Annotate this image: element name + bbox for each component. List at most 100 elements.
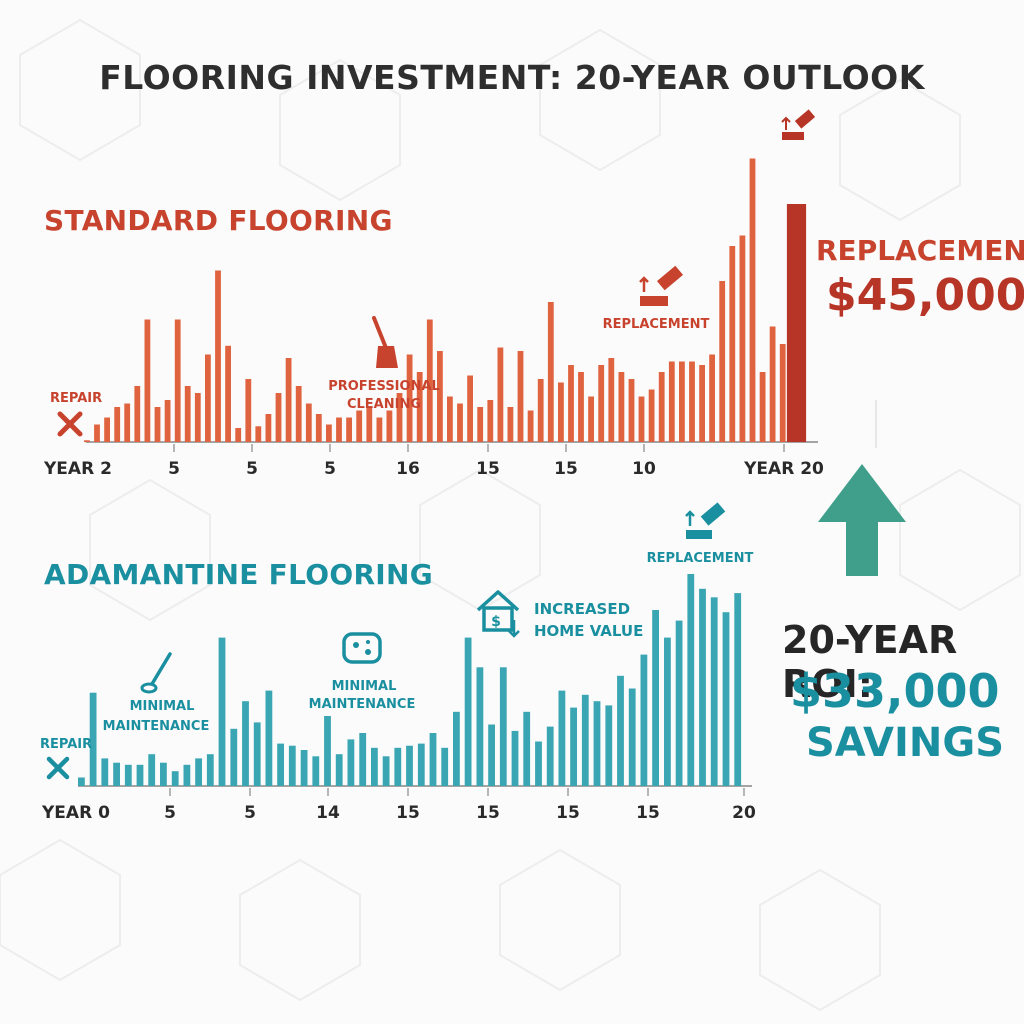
adamantine-flooring-title: ADAMANTINE FLOORING <box>44 558 434 591</box>
standard-bar-8 <box>164 400 171 442</box>
standard-bar-50 <box>588 396 594 442</box>
wrench-screwdriver-icon-adamantine <box>46 756 70 780</box>
standard-bar-53 <box>618 372 625 442</box>
standard-tick-label-3: 5 <box>324 459 336 479</box>
adamantine-annotation-minimal-1-line1: MINIMAL <box>130 699 195 714</box>
standard-bar-41 <box>497 347 504 442</box>
standard-bar-13 <box>215 270 221 442</box>
standard-bar-11 <box>194 393 201 442</box>
standard-bar-22 <box>305 403 312 442</box>
sponge-icon <box>342 632 382 664</box>
adamantine-bar-16 <box>265 690 273 786</box>
adamantine-annotation-home-value-line1: INCREASED <box>534 600 630 618</box>
adamantine-bar-24 <box>359 733 367 786</box>
roi-savings-label: SAVINGS <box>806 720 1005 766</box>
standard-bar-3 <box>114 407 121 442</box>
standard-annotation-cleaning-line1: PROFESSIONAL <box>328 379 440 394</box>
adamantine-bar-9 <box>183 764 191 786</box>
standard-bar-5 <box>134 386 141 442</box>
standard-tick-label-8: YEAR 20 <box>743 459 824 479</box>
wrench-screwdriver-icon <box>57 411 83 437</box>
roi-label: 20-YEAR ROI: <box>782 618 958 706</box>
standard-bar-49 <box>578 372 584 442</box>
standard-bar-36 <box>447 396 453 442</box>
adamantine-bar-12 <box>218 637 226 786</box>
adamantine-annotation-minimal-2-line1: MINIMAL <box>332 679 397 694</box>
adamantine-bar-46 <box>617 675 624 786</box>
adamantine-bar-49 <box>652 610 659 786</box>
standard-bar-29 <box>376 417 383 442</box>
adamantine-bar-30 <box>429 733 437 786</box>
adamantine-annotation-minimal-1-line2: MAINTENANCE <box>103 719 210 734</box>
standard-bar-60 <box>689 361 695 442</box>
adamantine-bar-45 <box>605 705 613 786</box>
standard-bar-24 <box>326 424 332 442</box>
adamantine-bar-33 <box>464 637 472 786</box>
adamantine-bar-53 <box>699 588 706 786</box>
adamantine-bar-22 <box>335 754 343 786</box>
adamantine-bar-39 <box>535 741 542 786</box>
standard-annotation-cleaning-line2: CLEANING <box>347 397 421 412</box>
standard-bar-68 <box>769 326 776 442</box>
standard-bar-70 <box>786 204 807 442</box>
adamantine-bar-43 <box>581 694 589 786</box>
standard-bar-28 <box>366 407 373 442</box>
standard-bar-4 <box>124 403 131 442</box>
standard-bar-57 <box>658 372 665 442</box>
adamantine-bar-44 <box>593 701 601 786</box>
adamantine-bar-11 <box>206 754 214 786</box>
adamantine-bar-26 <box>382 756 390 786</box>
standard-bar-32 <box>406 354 413 442</box>
adamantine-tick-label-3: 14 <box>316 803 340 823</box>
standard-bar-44 <box>527 410 534 442</box>
standard-bar-63 <box>719 281 726 442</box>
adamantine-bar-35 <box>488 724 495 786</box>
adamantine-bar-10 <box>195 758 202 786</box>
standard-bar-0 <box>84 440 90 443</box>
adamantine-bar-42 <box>570 707 577 786</box>
adamantine-bar-0 <box>78 777 85 786</box>
adamantine-bar-14 <box>242 701 249 786</box>
standard-bar-34 <box>426 319 433 442</box>
standard-bar-62 <box>709 354 715 442</box>
adamantine-annotation-replacement: REPLACEMENT <box>647 551 754 566</box>
adamantine-bar-19 <box>300 750 308 786</box>
adamantine-bar-55 <box>722 612 730 786</box>
tile-replacement-icon-top <box>781 109 816 140</box>
adamantine-bar-52 <box>687 574 695 786</box>
adamantine-bar-38 <box>523 711 531 786</box>
standard-bar-9 <box>174 319 181 442</box>
standard-bar-17 <box>255 426 262 443</box>
standard-bar-40 <box>487 400 494 442</box>
adamantine-bar-2 <box>101 758 109 786</box>
adamantine-bar-54 <box>710 597 718 786</box>
standard-bar-31 <box>396 393 403 442</box>
adamantine-bar-3 <box>113 762 120 786</box>
standard-bar-38 <box>467 375 473 442</box>
standard-bar-16 <box>245 379 252 442</box>
standard-bar-54 <box>628 379 635 442</box>
standard-bar-1 <box>94 424 100 442</box>
standard-annotation-replacement: REPLACEMENT <box>603 317 710 332</box>
adamantine-tick-label-1: 5 <box>164 803 176 823</box>
adamantine-bar-32 <box>453 711 460 786</box>
standard-bar-59 <box>679 361 685 442</box>
standard-bar-52 <box>608 358 615 442</box>
adamantine-bar-50 <box>664 637 671 786</box>
tile-replacement-icon <box>639 265 684 306</box>
standard-bar-15 <box>235 428 242 442</box>
adamantine-bar-18 <box>288 745 296 786</box>
adamantine-tick-label-0: YEAR 0 <box>41 803 110 823</box>
standard-bar-2 <box>104 417 110 442</box>
standard-tick-label-6: 15 <box>554 459 578 479</box>
standard-bar-61 <box>699 365 705 442</box>
standard-bar-67 <box>759 372 766 442</box>
adamantine-bar-20 <box>312 756 320 786</box>
adamantine-bar-41 <box>558 690 566 786</box>
house-dollar-icon: $ <box>476 590 520 638</box>
replacement-callout-label: REPLACEMENT <box>816 234 1024 267</box>
standard-bar-45 <box>537 379 544 442</box>
standard-tick-label-0: YEAR 2 <box>43 459 112 479</box>
